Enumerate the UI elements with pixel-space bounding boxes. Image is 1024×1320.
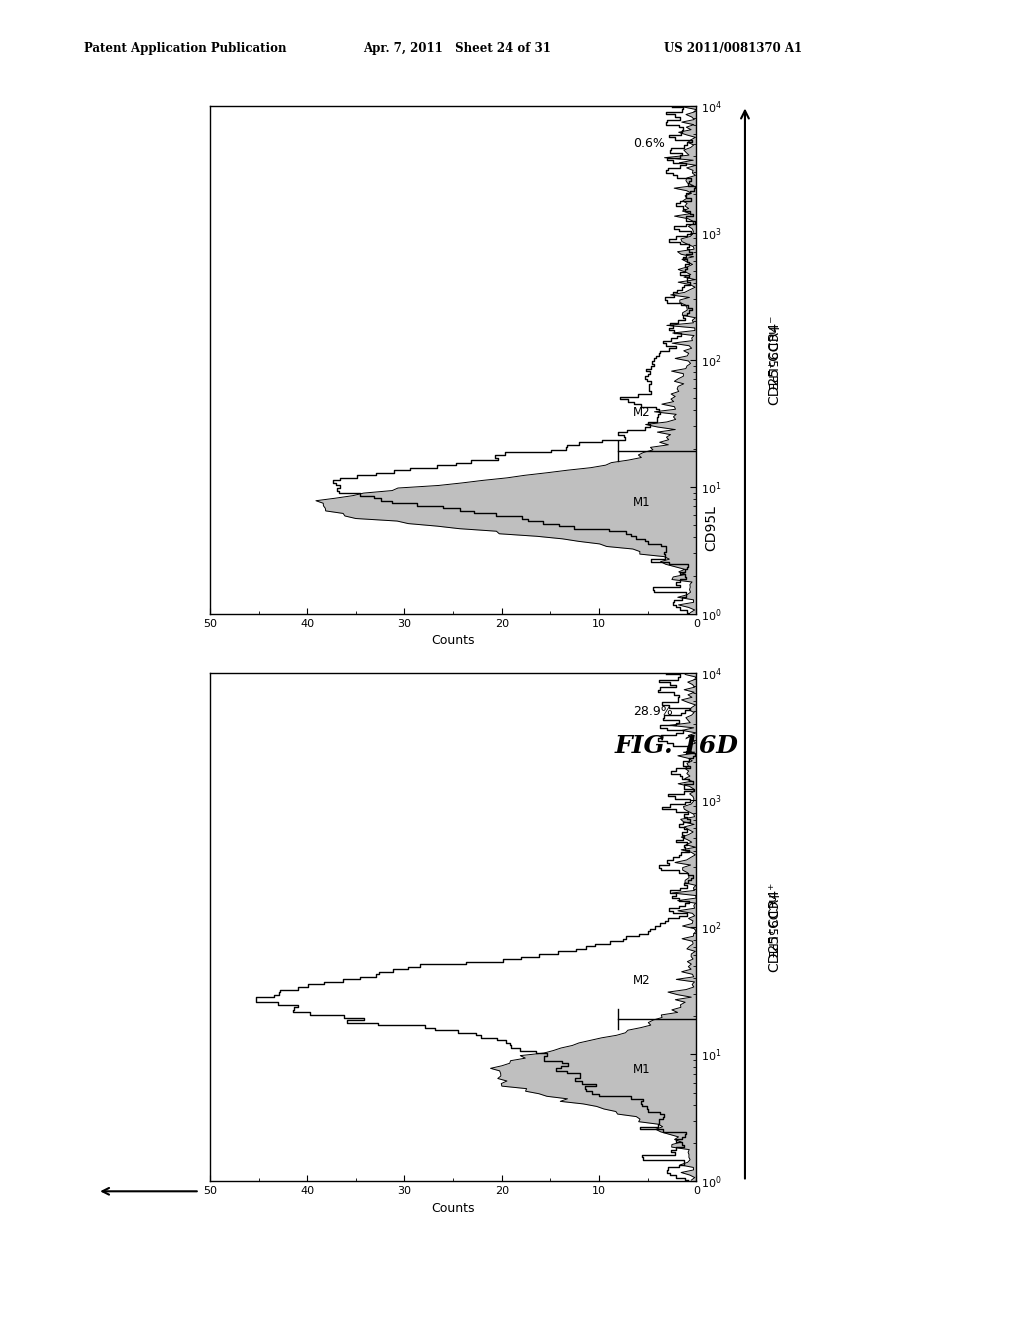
X-axis label: Counts: Counts <box>431 1201 475 1214</box>
Text: 28.9%: 28.9% <box>633 705 673 718</box>
Text: Apr. 7, 2011   Sheet 24 of 31: Apr. 7, 2011 Sheet 24 of 31 <box>364 42 551 55</box>
Text: US 2011/0081370 A1: US 2011/0081370 A1 <box>664 42 802 55</box>
Y-axis label: hCD95LPE: hCD95LPE <box>764 895 776 960</box>
Text: CD95L: CD95L <box>705 506 719 550</box>
Text: 0.6%: 0.6% <box>633 137 665 150</box>
Text: CD25⁺CCR4⁺: CD25⁺CCR4⁺ <box>767 882 781 973</box>
Text: Patent Application Publication: Patent Application Publication <box>84 42 287 55</box>
Text: M2: M2 <box>633 974 650 987</box>
Text: M2: M2 <box>633 407 650 420</box>
Text: CD25⁺CCR4⁻: CD25⁺CCR4⁻ <box>767 314 781 405</box>
Text: FIG. 16D: FIG. 16D <box>614 734 738 758</box>
X-axis label: Counts: Counts <box>431 634 475 647</box>
Y-axis label: hCD95LPE: hCD95LPE <box>764 327 776 392</box>
Text: M1: M1 <box>633 495 650 508</box>
Text: M1: M1 <box>633 1063 650 1076</box>
